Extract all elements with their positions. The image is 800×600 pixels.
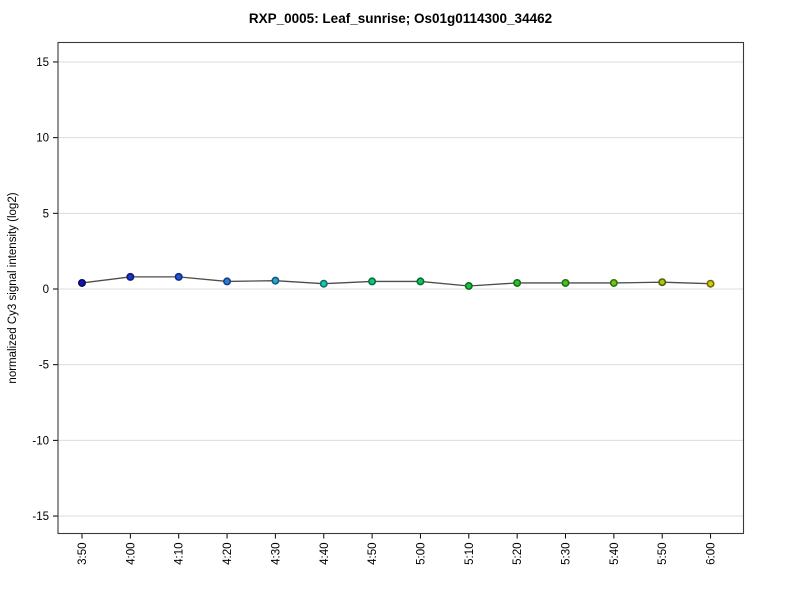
data-point	[658, 278, 667, 287]
data-point	[368, 277, 377, 286]
data-point	[513, 278, 522, 287]
data-point	[416, 277, 425, 286]
x-tick-label: 5:50	[657, 543, 669, 565]
x-tick-label: 5:10	[464, 543, 476, 565]
data-point	[561, 278, 570, 287]
data-point	[271, 276, 280, 285]
y-tick-label: 15	[36, 57, 49, 69]
x-tick-label: 4:00	[125, 543, 137, 565]
x-tick-label: 5:00	[415, 543, 427, 565]
data-point	[464, 281, 473, 290]
series-line	[81, 276, 711, 287]
x-tick-label: 3:50	[77, 543, 89, 565]
y-tick-label: 10	[36, 133, 49, 145]
x-tick-label: 4:50	[367, 543, 379, 565]
data-line	[81, 276, 711, 287]
x-ticks	[81, 533, 712, 539]
data-points	[78, 272, 715, 290]
x-tick-label: 5:20	[512, 543, 524, 565]
x-tick-label: 6:00	[706, 543, 718, 565]
plot-border	[57, 41, 745, 535]
data-point	[223, 277, 232, 286]
x-tick-labels: 3:50 4:00 4:10 4:20 4:30 4:40 4:50 5:00 5:10 5:20…	[77, 543, 718, 565]
chart-title: RXP_0005: Leaf_sunrise; Os01g0114300_344…	[249, 11, 552, 26]
y-tick-label: 0	[43, 284, 49, 296]
y-tick-label: -10	[32, 435, 49, 447]
y-axis-title: normalized Cy3 signal intensity (log2)	[7, 192, 19, 383]
y-tick-label: 5	[43, 208, 49, 220]
data-point	[78, 278, 87, 287]
x-tick-label: 5:30	[561, 543, 573, 565]
x-tick-label: 4:20	[222, 543, 234, 565]
gridlines	[58, 61, 744, 517]
data-point	[174, 272, 183, 281]
data-point	[706, 279, 715, 288]
y-tick-label: -15	[32, 511, 49, 523]
y-tick-labels: 15 10 5 0 -5 -10 -15	[32, 57, 49, 523]
x-tick-label: 4:10	[174, 543, 186, 565]
y-tick-label: -5	[39, 360, 49, 372]
data-point	[319, 279, 328, 288]
data-point	[609, 278, 618, 287]
y-ticks	[53, 61, 58, 517]
data-point	[126, 272, 135, 281]
x-tick-label: 5:40	[609, 543, 621, 565]
x-tick-label: 4:40	[319, 543, 331, 565]
x-tick-label: 4:30	[270, 543, 282, 565]
